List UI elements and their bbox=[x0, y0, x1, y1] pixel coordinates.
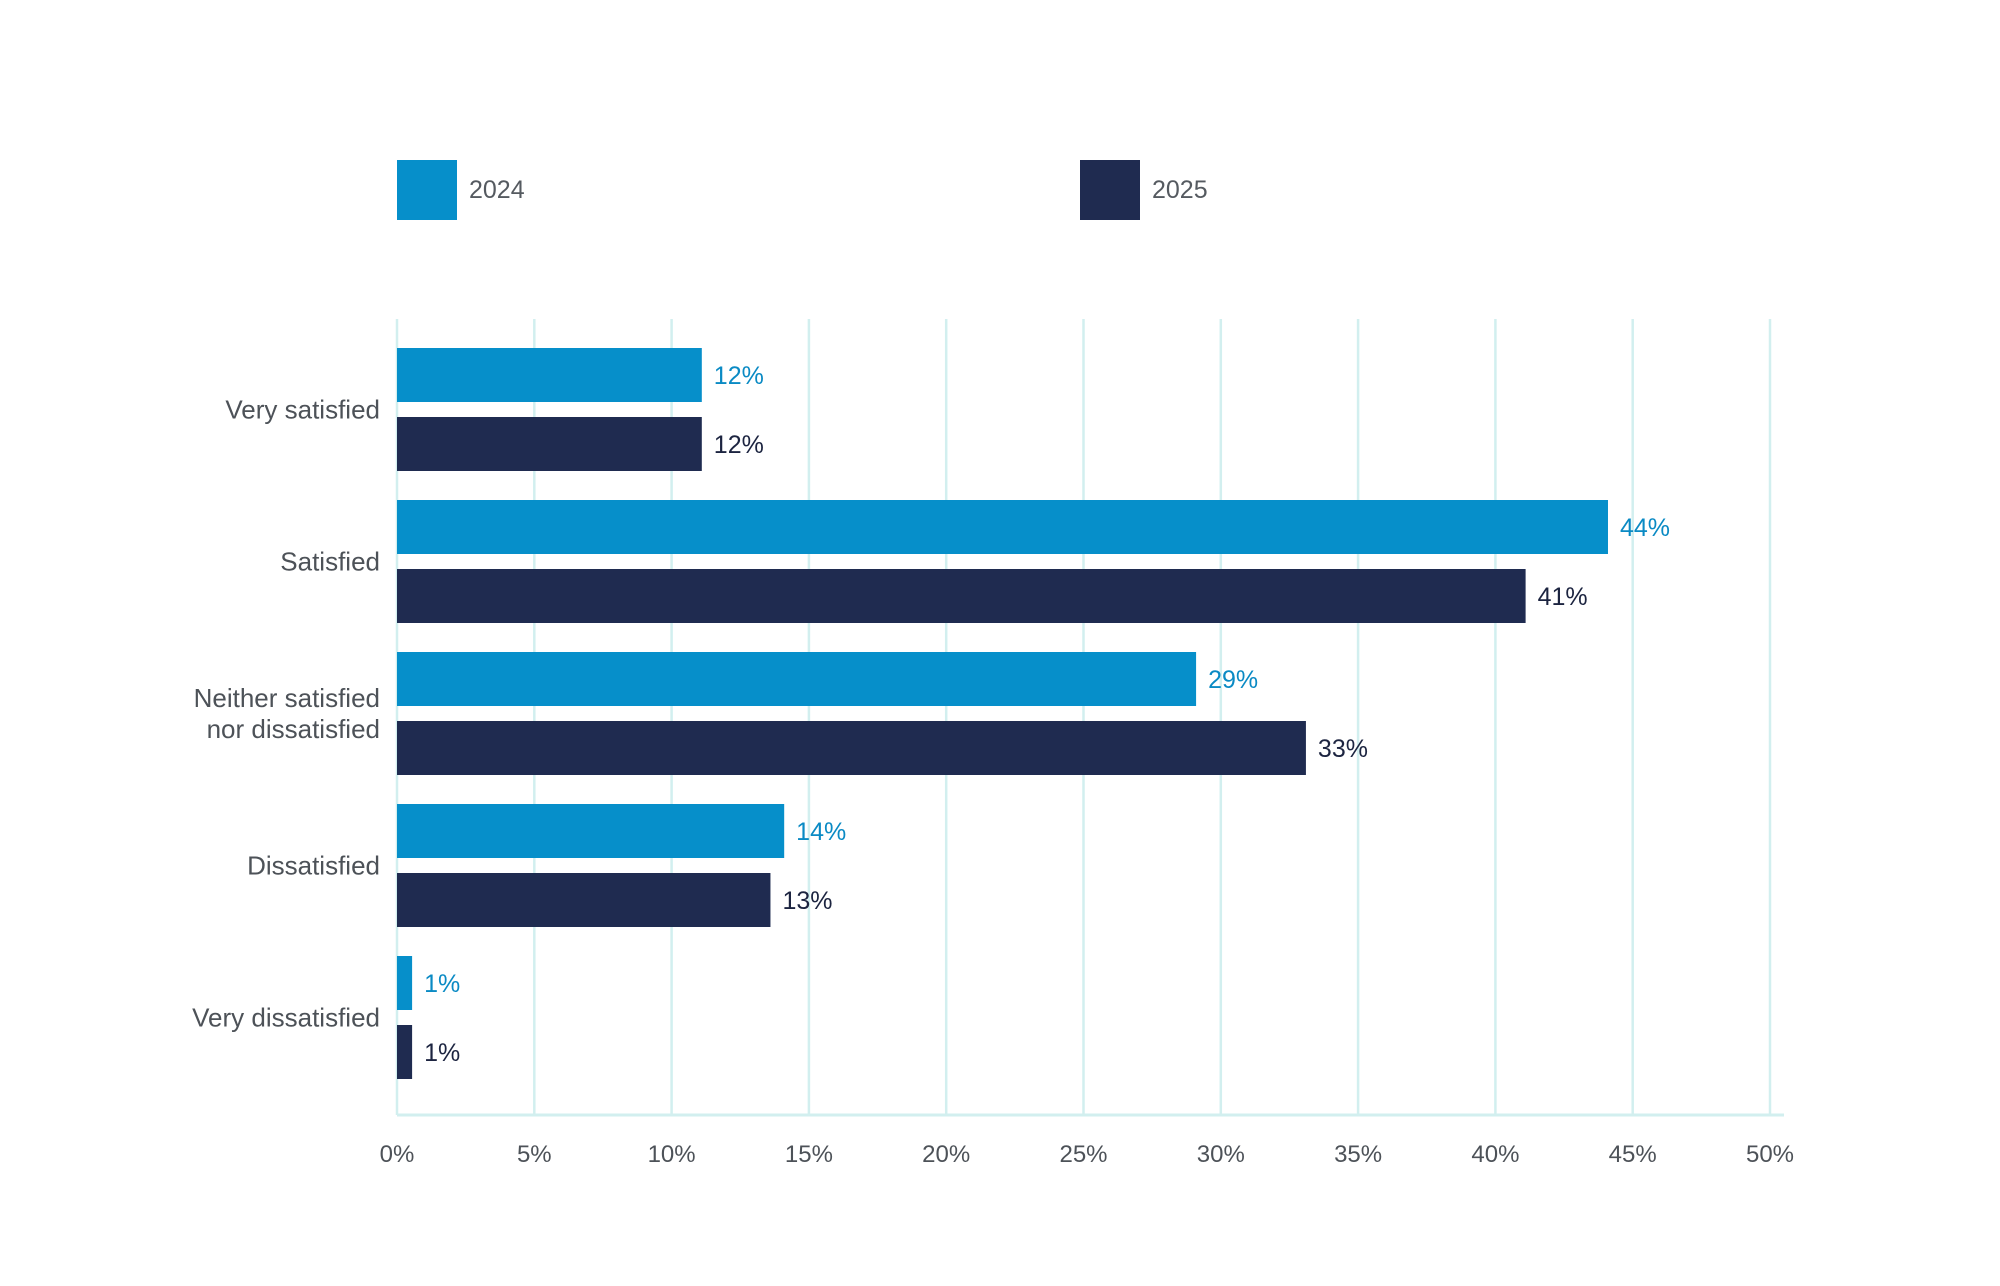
x-tick-label: 40% bbox=[1471, 1141, 1519, 1168]
x-tick-label: 25% bbox=[1059, 1141, 1107, 1168]
x-axis: 0% 5% 10% 15% 20% 25% 30% 35% 40% 45% 50% bbox=[380, 1113, 1794, 1168]
value-label: 12% bbox=[714, 431, 764, 459]
value-label: 13% bbox=[782, 887, 832, 915]
bar bbox=[397, 417, 702, 471]
value-label: 1% bbox=[424, 1039, 460, 1067]
x-tick-label: 5% bbox=[517, 1141, 552, 1168]
x-tick-label: 45% bbox=[1609, 1141, 1657, 1168]
value-label: 12% bbox=[714, 362, 764, 390]
bar bbox=[397, 348, 702, 402]
x-tick-label: 50% bbox=[1746, 1141, 1794, 1168]
category-label: Dissatisfied bbox=[247, 851, 380, 881]
legend-label: 2025 bbox=[1152, 176, 1208, 204]
bars bbox=[397, 348, 1608, 1079]
legend-swatch bbox=[1080, 160, 1140, 220]
x-tick-label: 0% bbox=[380, 1141, 415, 1168]
bar bbox=[397, 873, 771, 927]
legend-swatch bbox=[397, 160, 457, 220]
x-tick-label: 15% bbox=[785, 1141, 833, 1168]
category-label: Very dissatisfied bbox=[192, 1003, 380, 1033]
value-label: 33% bbox=[1318, 735, 1368, 763]
bar bbox=[397, 721, 1306, 775]
x-tick-label: 20% bbox=[922, 1141, 970, 1168]
category-label: nor dissatisfied bbox=[207, 714, 380, 744]
legend-label: 2024 bbox=[469, 176, 525, 204]
value-label: 29% bbox=[1208, 666, 1258, 694]
value-label: 14% bbox=[796, 818, 846, 846]
bar bbox=[397, 956, 413, 1010]
x-tick-label: 10% bbox=[648, 1141, 696, 1168]
value-label: 44% bbox=[1620, 514, 1670, 542]
category-label: Neither satisfied bbox=[194, 683, 380, 713]
x-tick-label: 30% bbox=[1197, 1141, 1245, 1168]
labels: 12% 12% Very satisfied 44% 41% Satisfied 29% 33… bbox=[192, 362, 1670, 1067]
bar bbox=[397, 804, 785, 858]
x-tick-label: 35% bbox=[1334, 1141, 1382, 1168]
bar bbox=[397, 1025, 413, 1079]
bar bbox=[397, 500, 1608, 554]
value-label: 1% bbox=[424, 970, 460, 998]
legend: 2024 2025 bbox=[397, 160, 1208, 220]
bar bbox=[397, 569, 1526, 623]
bar bbox=[397, 652, 1197, 706]
category-label: Very satisfied bbox=[225, 395, 380, 425]
value-label: 41% bbox=[1538, 583, 1588, 611]
category-label: Satisfied bbox=[280, 547, 380, 577]
